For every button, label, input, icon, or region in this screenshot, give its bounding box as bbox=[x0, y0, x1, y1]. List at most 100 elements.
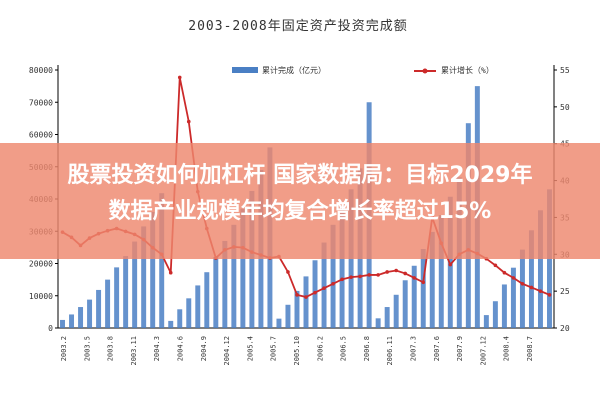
x-tick-label: 2006.11 bbox=[386, 336, 394, 366]
bar bbox=[69, 314, 75, 328]
right-tick-label: 55 bbox=[560, 66, 570, 75]
growth-point bbox=[186, 119, 191, 124]
bar bbox=[96, 289, 102, 328]
bar bbox=[537, 210, 543, 328]
bar bbox=[60, 319, 65, 328]
bar bbox=[501, 284, 507, 328]
right-tick-label: 25 bbox=[560, 287, 570, 296]
headline-line-2: 数据产业规模年均复合增长率超过15% bbox=[108, 199, 492, 224]
bar bbox=[186, 298, 192, 328]
bar bbox=[294, 290, 300, 328]
right-tick-label: 20 bbox=[560, 324, 570, 333]
bar bbox=[123, 256, 129, 328]
x-tick-label: 2005.10 bbox=[293, 336, 301, 366]
bar bbox=[195, 285, 201, 328]
legend-bar-label: 累计完成（亿元） bbox=[262, 65, 326, 75]
bar bbox=[213, 257, 219, 328]
bar bbox=[420, 248, 426, 328]
growth-point bbox=[502, 270, 507, 275]
growth-point bbox=[376, 273, 380, 277]
headline[interactable]: 股票投资如何加杠杆 国家数据局：目标2029年 数据产业规模年均复合增长率超过1… bbox=[0, 158, 600, 230]
bar bbox=[159, 193, 165, 328]
x-tick-label: 2007.12 bbox=[479, 336, 487, 366]
bar bbox=[339, 207, 345, 328]
bar bbox=[384, 307, 390, 328]
x-tick-label: 2003.5 bbox=[83, 336, 91, 361]
x-tick-label: 2005.7 bbox=[270, 336, 278, 361]
left-tick-label: 60000 bbox=[29, 131, 53, 140]
left-tick-label: 70000 bbox=[29, 98, 53, 107]
bar bbox=[231, 224, 237, 328]
bar bbox=[321, 242, 327, 328]
x-tick-label: 2006.5 bbox=[340, 336, 348, 361]
left-tick-label: 80000 bbox=[29, 66, 53, 75]
x-tick-label: 2003.11 bbox=[130, 336, 138, 366]
bar bbox=[114, 267, 120, 328]
headline-line-1: 股票投资如何加杠杆 国家数据局：目标2029年 bbox=[67, 163, 533, 188]
x-tick-label: 2008.7 bbox=[526, 336, 534, 361]
bar bbox=[276, 318, 282, 328]
left-tick-label: 10000 bbox=[29, 292, 53, 301]
bar bbox=[87, 299, 93, 328]
x-tick-label: 2003.2 bbox=[60, 336, 68, 361]
x-axis-ticks: 2003.2 2003.5 2003.8 2003.11 2004.3 2004.6 200… bbox=[60, 336, 534, 366]
bar bbox=[393, 294, 399, 328]
x-tick-label: 2006.2 bbox=[316, 336, 324, 361]
left-tick-label: 0 bbox=[48, 324, 53, 333]
legend-line-label: 累计增长（%） bbox=[441, 65, 494, 75]
bar bbox=[150, 211, 156, 328]
growth-point bbox=[168, 270, 173, 275]
growth-point bbox=[529, 285, 534, 290]
legend-line-marker bbox=[422, 68, 428, 74]
growth-point bbox=[340, 277, 344, 282]
growth-point bbox=[403, 271, 408, 276]
bar bbox=[429, 231, 435, 328]
growth-point bbox=[349, 275, 353, 279]
bar bbox=[411, 265, 417, 328]
bar bbox=[177, 309, 183, 328]
x-tick-label: 2004.9 bbox=[200, 336, 208, 361]
x-tick-label: 2007.6 bbox=[433, 336, 441, 361]
growth-point bbox=[493, 263, 498, 268]
x-tick-label: 2004.12 bbox=[223, 336, 231, 366]
x-tick-label: 2008.4 bbox=[503, 336, 511, 361]
growth-point bbox=[520, 281, 525, 286]
legend-bar-swatch bbox=[232, 67, 258, 73]
growth-point bbox=[331, 281, 335, 286]
growth-point bbox=[313, 290, 317, 295]
bar bbox=[204, 272, 210, 328]
bar bbox=[78, 307, 84, 328]
bar bbox=[105, 279, 111, 329]
bar bbox=[330, 224, 336, 328]
chart-title: 2003-2008年固定资产投资完成额 bbox=[188, 18, 407, 34]
bar bbox=[438, 215, 444, 329]
x-tick-label: 2005.4 bbox=[246, 336, 254, 361]
left-tick-label: 20000 bbox=[29, 260, 53, 269]
bar bbox=[249, 190, 255, 328]
growth-point bbox=[367, 273, 371, 277]
bar bbox=[240, 208, 246, 328]
x-tick-label: 2007.9 bbox=[456, 336, 464, 361]
growth-point bbox=[448, 262, 453, 267]
x-tick-label: 2004.3 bbox=[153, 336, 161, 361]
bar bbox=[141, 226, 147, 328]
bar bbox=[222, 240, 228, 328]
bar bbox=[483, 315, 489, 328]
right-tick-label: 50 bbox=[560, 103, 570, 112]
headline-banner bbox=[0, 143, 600, 259]
growth-point bbox=[511, 276, 516, 280]
bar bbox=[402, 280, 408, 328]
x-tick-label: 2003.8 bbox=[107, 336, 115, 361]
x-tick-label: 2006.8 bbox=[363, 336, 371, 361]
growth-point bbox=[304, 295, 308, 299]
growth-point bbox=[394, 268, 398, 273]
growth-point bbox=[421, 280, 426, 285]
bar bbox=[303, 276, 309, 328]
growth-point bbox=[177, 75, 182, 80]
growth-point bbox=[385, 270, 389, 274]
growth-point bbox=[538, 289, 543, 293]
growth-point bbox=[358, 274, 362, 279]
bar bbox=[528, 230, 534, 328]
x-tick-label: 2007.3 bbox=[410, 336, 418, 361]
growth-point bbox=[286, 270, 290, 274]
